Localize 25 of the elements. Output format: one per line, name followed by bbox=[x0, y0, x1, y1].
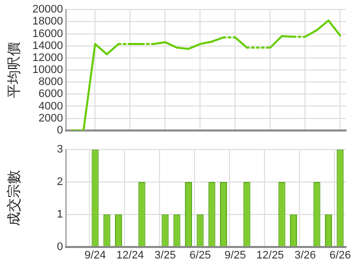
x-tick-label: 6/25 bbox=[189, 249, 211, 262]
x-tick-label: 12/25 bbox=[256, 249, 284, 262]
y-tick-label: 18000 bbox=[32, 16, 63, 28]
y-tick-label: 2000 bbox=[38, 112, 63, 124]
y-axis-title: 平均呎價 bbox=[5, 42, 22, 98]
y-tick-label: 0 bbox=[56, 124, 63, 136]
y-tick-label: 4000 bbox=[38, 100, 63, 112]
x-tick-label: 9/24 bbox=[84, 249, 106, 262]
y-tick-label: 1 bbox=[56, 208, 63, 220]
y-tick-label: 8000 bbox=[38, 76, 63, 88]
y-tick-label: 16000 bbox=[32, 28, 63, 40]
x-tick-label: 3/25 bbox=[154, 249, 176, 262]
y-axis-title: 成交宗數 bbox=[5, 170, 22, 226]
y-tick-label: 12000 bbox=[32, 52, 63, 64]
y-tick-label: 14000 bbox=[32, 40, 63, 52]
y-tick-label: 3 bbox=[56, 144, 63, 156]
x-tick-label: 3/26 bbox=[294, 249, 316, 262]
y-tick-label: 20000 bbox=[32, 4, 63, 16]
x-tick-label: 6/26 bbox=[329, 249, 351, 262]
y-tick-label: 2 bbox=[56, 176, 63, 188]
x-tick-label: 12/24 bbox=[116, 249, 144, 262]
y-tick-label: 6000 bbox=[38, 88, 63, 100]
y-tick-label: 0 bbox=[56, 240, 63, 253]
y-tick-label: 10000 bbox=[32, 64, 63, 76]
x-tick-label: 9/25 bbox=[224, 249, 246, 262]
